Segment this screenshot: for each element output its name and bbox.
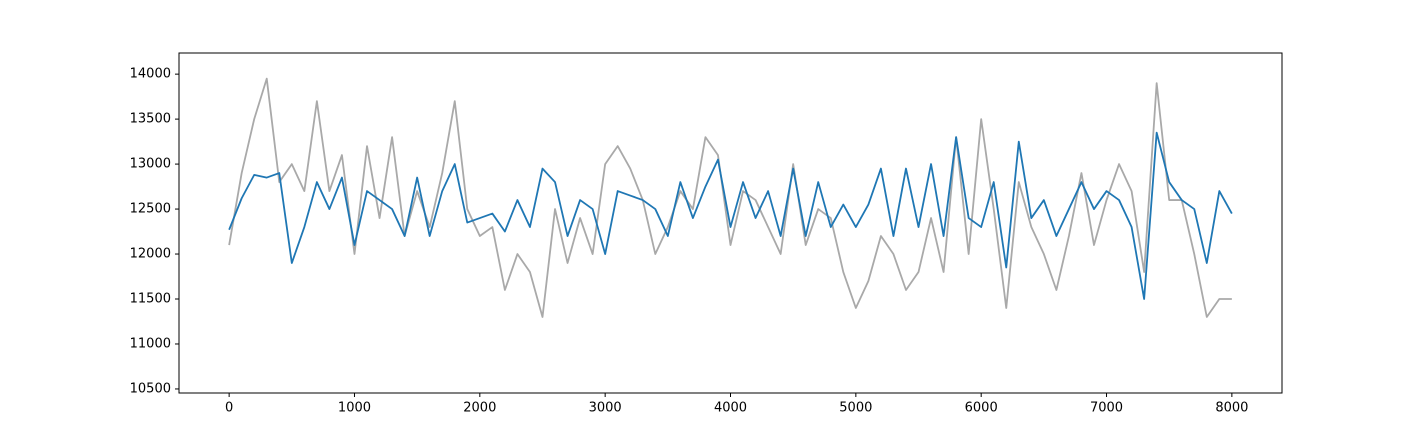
series-line [228, 77, 1232, 318]
x-tick-label: 8000 [1215, 401, 1248, 416]
x-tick-label: 2000 [463, 401, 496, 416]
y-tick-label: 12500 [130, 202, 171, 217]
y-tick-label: 12000 [130, 247, 171, 262]
x-tick-label: 7000 [1090, 401, 1123, 416]
series-line [228, 131, 1233, 300]
x-tick-label: 0 [225, 401, 233, 416]
x-tick-label: 6000 [965, 401, 998, 416]
x-tick-label: 4000 [714, 401, 747, 416]
y-tick-label: 13500 [130, 112, 171, 127]
x-tick-label: 5000 [839, 401, 872, 416]
x-tick-label: 1000 [338, 401, 371, 416]
y-tick-label: 14000 [130, 67, 171, 82]
y-tick-label: 13000 [130, 157, 171, 172]
y-tick-label: 11500 [130, 292, 171, 307]
y-tick-label: 11000 [130, 336, 171, 351]
x-tick-label: 3000 [589, 401, 622, 416]
y-tick-label: 10500 [130, 381, 171, 396]
